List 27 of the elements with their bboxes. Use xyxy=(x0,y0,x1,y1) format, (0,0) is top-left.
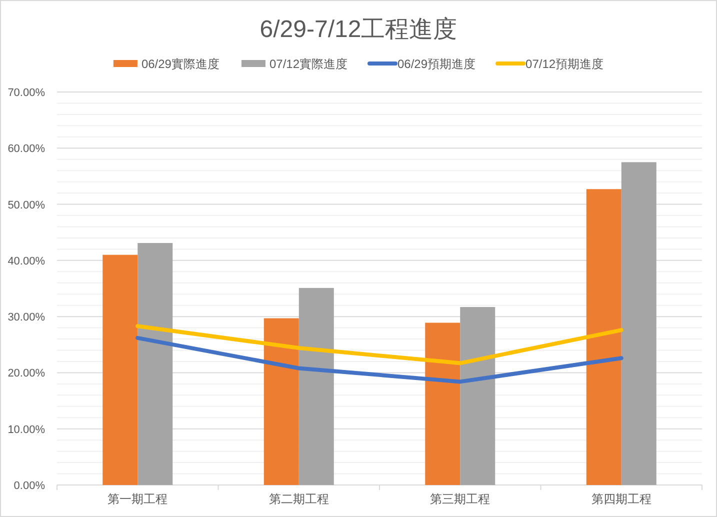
legend-label: 06/29預期進度 xyxy=(398,57,476,71)
line-series xyxy=(136,324,624,366)
y-tick-label: 50.00% xyxy=(8,199,46,212)
x-tick-label: 第三期工程 xyxy=(430,492,490,506)
bar xyxy=(138,243,173,485)
y-tick-label: 20.00% xyxy=(8,368,46,380)
bar xyxy=(460,307,496,485)
y-tick-label: 40.00% xyxy=(8,255,46,268)
legend-label: 07/12預期進度 xyxy=(526,57,604,71)
x-tick-label: 第二期工程 xyxy=(268,492,329,506)
legend-label: 06/29實際進度 xyxy=(141,57,220,71)
line-series xyxy=(136,336,624,384)
y-tick-label: 30.00% xyxy=(8,312,46,324)
bar xyxy=(586,189,622,485)
y-tick-label: 60.00% xyxy=(8,143,46,156)
y-tick-label: 0.00% xyxy=(14,480,46,492)
chart-title: 6/29-7/12工程進度 xyxy=(260,16,458,43)
x-tick-label: 第四期工程 xyxy=(591,492,652,506)
x-tick-label: 第一期工程 xyxy=(108,492,168,506)
bar xyxy=(425,322,460,485)
bar xyxy=(102,254,138,485)
bar xyxy=(264,318,299,485)
y-tick-label: 70.00% xyxy=(8,87,46,99)
bar xyxy=(298,288,334,485)
legend-label: 07/12實際進度 xyxy=(269,57,348,71)
bar xyxy=(621,162,656,485)
y-tick-label: 10.00% xyxy=(8,424,46,436)
